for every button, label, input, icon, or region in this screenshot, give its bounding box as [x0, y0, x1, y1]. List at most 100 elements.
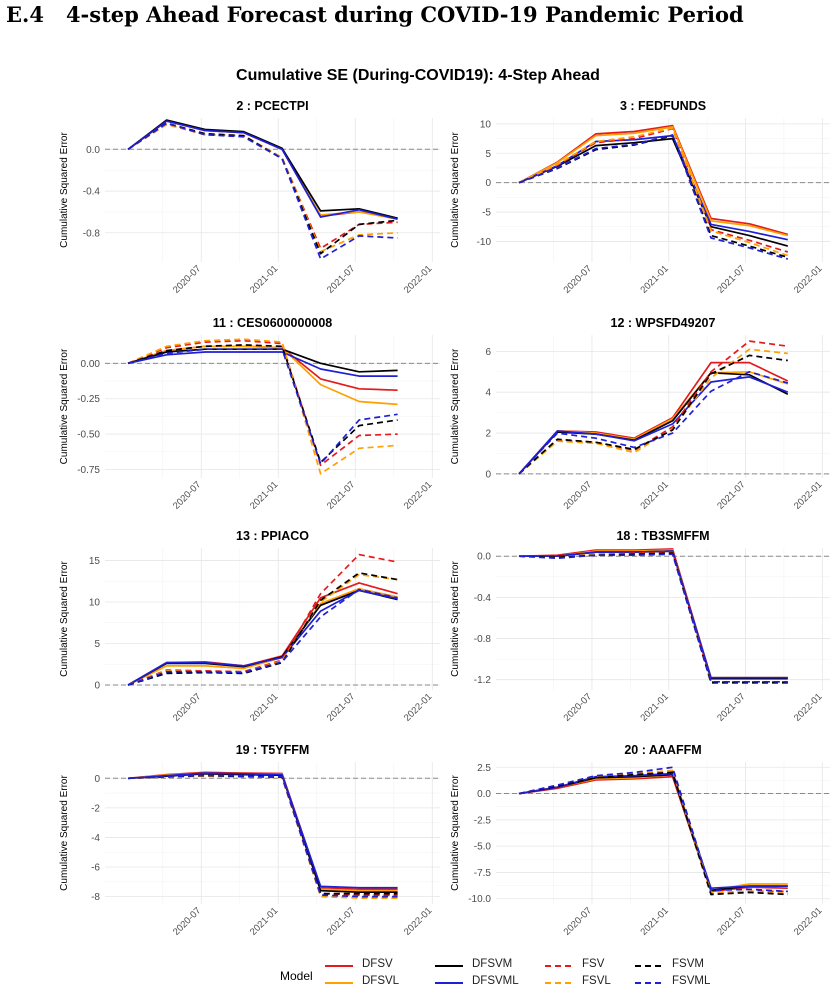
series-dfsv — [127, 120, 398, 220]
x-tick-label: 2022-01 — [402, 905, 434, 937]
y-tick-label: -0.8 — [83, 228, 101, 239]
x-tick-label: 2020-07 — [171, 905, 203, 937]
panel-title: 20 : AAAFFM — [624, 743, 701, 757]
x-tick-label: 2020-07 — [562, 691, 594, 723]
x-tick-label: 2021-01 — [638, 905, 670, 937]
y-tick-label: 5 — [485, 149, 491, 160]
x-tick-label: 2020-07 — [171, 263, 203, 295]
y-tick-label: -0.75 — [77, 465, 100, 476]
legend-swatch — [325, 982, 353, 984]
y-axis-label: Cumulative Squared Error — [59, 561, 70, 677]
legend-swatch — [635, 982, 663, 984]
series-dfsv — [518, 361, 789, 475]
series-dfsv — [518, 124, 789, 236]
x-tick-label: 2021-07 — [325, 479, 357, 511]
x-tick-label: 2020-07 — [562, 479, 594, 511]
series-fsv — [518, 551, 788, 683]
panel-ces0600000008: 11 : CES0600000008 0.00 -0.25 -0.50 -0.75 202… — [59, 316, 440, 512]
y-tick-label: -0.8 — [474, 634, 492, 645]
y-axis-label: Cumulative Squared Error — [59, 348, 70, 464]
y-tick-label: 0.0 — [477, 789, 491, 800]
legend-swatch — [635, 965, 663, 967]
x-tick-label: 2021-07 — [325, 691, 357, 723]
series-fsvl — [518, 769, 788, 895]
series-fsvl — [518, 348, 788, 475]
series-dfsvm — [518, 773, 788, 892]
series-fsv — [518, 127, 789, 253]
series-fsvl — [127, 338, 398, 475]
series-dfsvm — [127, 119, 398, 220]
legend-swatch — [545, 965, 573, 967]
x-tick-label: 2021-07 — [715, 691, 747, 723]
y-tick-label: 0 — [485, 178, 491, 189]
charts-grid: 2 : PCECTPI 0.0 -0.4 -0.8 2020-07 2021-01 2021… — [59, 99, 830, 938]
series-dfsvml — [518, 376, 789, 475]
legend-label: FSVL — [582, 975, 611, 987]
series-fsv — [127, 553, 398, 686]
series-dfsvml — [518, 772, 788, 890]
series-dfsvm — [518, 371, 789, 475]
y-tick-label: -7.5 — [474, 868, 492, 879]
x-tick-label: 2020-07 — [562, 905, 594, 937]
series-fsvm — [518, 771, 788, 896]
series-dfsvml — [128, 772, 398, 889]
section-title-text: 4-step Ahead Forecast during COVID-19 Pa… — [65, 2, 744, 27]
x-tick-label: 2022-01 — [792, 691, 824, 723]
series-fsv — [518, 770, 788, 895]
x-tick-label: 2021-01 — [638, 691, 670, 723]
panel-fedfunds: 3 : FEDFUNDS 10 5 0 -5 -10 2020-07 2021-01 2021-… — [450, 99, 830, 296]
series-dfsvl — [519, 549, 788, 679]
x-tick-label: 2021-01 — [248, 479, 280, 511]
series-dfsvl — [127, 587, 398, 686]
x-tick-label: 2021-01 — [248, 905, 280, 937]
legend-swatch — [545, 982, 573, 984]
x-tick-label: 2021-07 — [715, 905, 747, 937]
y-axis-label: Cumulative Squared Error — [59, 775, 70, 891]
series-fsvm — [127, 344, 398, 464]
y-tick-label: 0 — [485, 469, 491, 480]
series-fsvl — [127, 123, 398, 253]
series-fsvml — [127, 122, 398, 260]
y-tick-label: -10 — [477, 237, 492, 248]
x-tick-label: 2020-07 — [171, 479, 203, 511]
series-dfsvml — [127, 351, 398, 377]
y-tick-label: 0.00 — [81, 359, 101, 370]
series-fsvml — [518, 370, 789, 475]
series-dfsvml — [127, 120, 398, 221]
x-tick-label: 2021-07 — [715, 263, 747, 295]
panel-wpsfd49207: 12 : WPSFD49207 0 2 4 6 2020-07 2021-01 2021-07… — [450, 316, 830, 512]
panel-tb3smffm: 18 : TB3SMFFM 0.0 -0.4 -0.8 -1.2 2020-07 2021-… — [450, 529, 830, 724]
y-tick-label: -8 — [91, 892, 100, 903]
series-dfsvm — [127, 348, 398, 373]
series-dfsvl — [518, 125, 789, 237]
panel-title: 19 : T5YFFM — [236, 743, 310, 757]
panel-t5yffm: 19 : T5YFFM 0 -2 -4 -6 -8 2020-07 2021-01 2021-0… — [59, 743, 440, 938]
series-fsvl — [518, 127, 789, 257]
panel-title: 3 : FEDFUNDS — [620, 99, 706, 113]
y-tick-label: 2 — [485, 429, 491, 440]
x-tick-label: 2022-01 — [402, 263, 434, 295]
y-axis-label: Cumulative Squared Error — [59, 132, 70, 248]
series-dfsv — [518, 775, 788, 893]
series-fsvm — [127, 122, 398, 255]
y-tick-label: -1.2 — [474, 675, 492, 686]
legend-swatch — [435, 965, 463, 967]
y-tick-label: 10 — [89, 597, 101, 608]
panel-title: 18 : TB3SMFFM — [616, 529, 709, 543]
legend-label: DFSVM — [472, 958, 513, 970]
y-tick-label: -5 — [482, 208, 491, 219]
x-tick-label: 2021-01 — [638, 263, 670, 295]
y-tick-label: -2.5 — [474, 815, 492, 826]
y-tick-label: -5.0 — [474, 842, 492, 853]
panel-title: 13 : PPIACO — [236, 529, 309, 543]
legend-swatch — [435, 982, 463, 984]
y-tick-label: 4 — [485, 388, 491, 399]
y-tick-label: -4 — [91, 833, 100, 844]
x-tick-label: 2021-01 — [248, 691, 280, 723]
y-tick-label: 0 — [94, 774, 100, 785]
legend-title: Model — [280, 969, 313, 983]
y-axis-label: Cumulative Squared Error — [450, 561, 461, 677]
y-tick-label: 2.5 — [477, 763, 491, 774]
y-tick-label: 15 — [89, 556, 101, 567]
series-dfsvl — [128, 772, 398, 892]
